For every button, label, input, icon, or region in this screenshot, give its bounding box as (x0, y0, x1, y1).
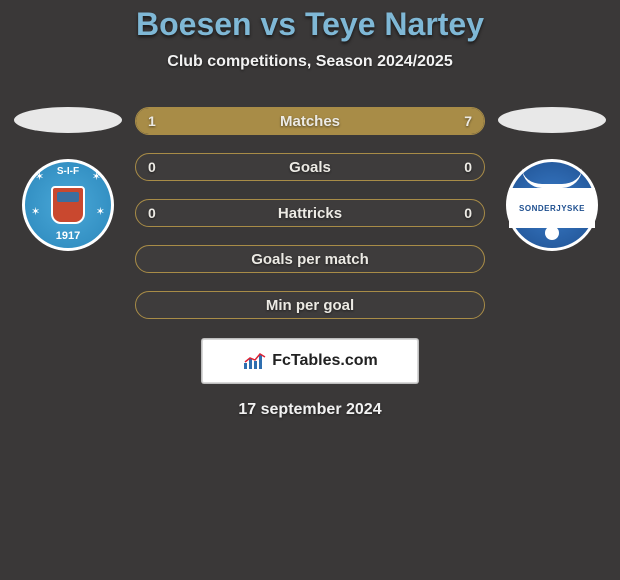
stat-bar: Goals per match (135, 245, 485, 273)
stat-label: Goals per match (251, 251, 369, 268)
star-icon: ✶ (35, 170, 44, 183)
stat-label: Hattricks (278, 205, 342, 222)
comparison-card: Boesen vs Teye Nartey Club competitions,… (0, 0, 620, 419)
stat-bar: 0 Hattricks 0 (135, 199, 485, 227)
player-right-column: SONDERJYSKE (497, 107, 607, 251)
shield-icon (51, 186, 85, 224)
ball-icon (545, 226, 559, 240)
stat-value-left: 1 (148, 113, 156, 129)
stat-value-right: 0 (464, 205, 472, 221)
stat-bar: 0 Goals 0 (135, 153, 485, 181)
club-left-crest-year: 1917 (25, 230, 111, 242)
stat-value-right: 7 (464, 113, 472, 129)
main-row: S-I-F ✶ ✶ ✶ ✶ 1917 1 Matches 7 0 Goals 0 0 Hatt… (0, 107, 620, 319)
stats-bars: 1 Matches 7 0 Goals 0 0 Hattricks 0 Goals per mat… (135, 107, 485, 319)
player-left-column: S-I-F ✶ ✶ ✶ ✶ 1917 (13, 107, 123, 251)
source-brand-text: FcTables.com (272, 352, 378, 370)
stat-value-right: 0 (464, 159, 472, 175)
swoosh-icon (522, 168, 582, 188)
club-right-crest-label: SONDERJYSKE (519, 204, 585, 213)
stat-label: Min per goal (266, 297, 354, 314)
star-icon: ✶ (92, 170, 101, 183)
stat-bar: Min per goal (135, 291, 485, 319)
stat-value-left: 0 (148, 159, 156, 175)
date-label: 17 september 2024 (0, 401, 620, 419)
stat-label: Matches (280, 113, 340, 130)
player-right-photo-placeholder (498, 107, 606, 133)
star-icon: ✶ (96, 205, 105, 218)
bar-chart-icon (242, 351, 268, 371)
stat-value-left: 0 (148, 205, 156, 221)
club-right-crest: SONDERJYSKE (506, 159, 598, 251)
page-title: Boesen vs Teye Nartey (0, 6, 620, 43)
stat-label: Goals (289, 159, 331, 176)
stat-fill-left (136, 108, 178, 134)
stat-bar: 1 Matches 7 (135, 107, 485, 135)
club-left-crest: S-I-F ✶ ✶ ✶ ✶ 1917 (22, 159, 114, 251)
source-logo: FcTables.com (202, 339, 418, 383)
subtitle: Club competitions, Season 2024/2025 (0, 53, 620, 71)
star-icon: ✶ (31, 205, 40, 218)
player-left-photo-placeholder (14, 107, 122, 133)
